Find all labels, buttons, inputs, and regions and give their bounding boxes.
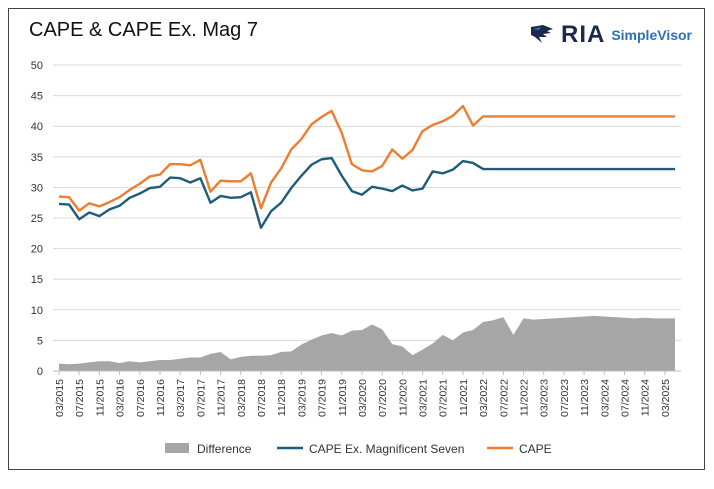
x-tick-label: 07/2023 [559, 379, 571, 417]
y-tick-label: 20 [31, 244, 43, 256]
y-tick-label: 40 [31, 121, 43, 133]
y-tick-label: 0 [37, 366, 43, 378]
x-tick-label: 03/2024 [599, 379, 611, 417]
legend-swatch-difference [165, 443, 189, 453]
y-tick-label: 5 [37, 335, 43, 347]
y-tick-label: 30 [31, 182, 43, 194]
y-tick-label: 45 [31, 91, 43, 103]
x-tick-label: 03/2019 [296, 379, 308, 417]
x-tick-label: 11/2024 [640, 379, 652, 416]
chart-svg: 0 5 10 15 20 25 30 35 40 45 50 03/2015 07/2015 11/20… [31, 60, 681, 456]
legend-label: Difference [197, 442, 252, 456]
x-tick-label: 03/2017 [175, 379, 187, 417]
x-tick-label: 07/2018 [256, 379, 268, 417]
x-tick-label: 07/2022 [498, 379, 510, 417]
x-tick-label: 07/2021 [438, 379, 450, 417]
y-tick-label: 25 [31, 213, 43, 225]
brand-subtitle: SimpleVisor [611, 27, 692, 43]
x-tick-label: 11/2015 [94, 379, 106, 416]
chart-frame: CAPE & CAPE Ex. Mag 7 RIA SimpleVisor 0 5… [8, 8, 705, 470]
x-tick-label: 11/2019 [337, 379, 349, 416]
x-tick-label: 07/2017 [195, 379, 207, 417]
legend-label: CAPE Ex. Magnificent Seven [309, 442, 464, 456]
x-tick-label: 03/2022 [478, 379, 490, 417]
x-tick-label: 07/2016 [135, 379, 147, 417]
y-tick-label: 50 [31, 60, 43, 72]
x-tick-label: 07/2020 [377, 379, 389, 417]
x-tick-label: 03/2021 [418, 379, 430, 417]
brand-name: RIA [560, 21, 606, 48]
x-tick-label: 03/2025 [660, 379, 672, 417]
x-tick-label: 07/2024 [620, 379, 632, 417]
x-tick-label: 03/2020 [357, 379, 369, 417]
brand-logo: RIA SimpleVisor [529, 21, 692, 49]
cape-ex-magnificent-seven-line [58, 156, 675, 229]
x-tick-label: 07/2015 [74, 379, 86, 417]
difference-area-fill [59, 315, 675, 371]
legend-label: CAPE [519, 442, 552, 456]
y-axis: 0 5 10 15 20 25 30 35 40 45 50 [31, 60, 43, 378]
x-tick-label: 03/2015 [54, 379, 66, 417]
y-tick-label: 10 [31, 305, 43, 317]
x-tick-label: 11/2017 [216, 379, 228, 416]
difference-area [59, 315, 675, 371]
x-axis: 03/2015 07/2015 11/2015 03/2016 07/2016 11/20… [53, 370, 681, 417]
legend: Difference CAPE Ex. Magnificent Seven CAPE [165, 442, 552, 456]
x-tick-label: 11/2021 [458, 379, 470, 416]
eagle-icon [530, 25, 553, 43]
x-tick-label: 03/2016 [115, 379, 127, 417]
chart-title: CAPE & CAPE Ex. Mag 7 [29, 19, 258, 41]
cape-line [58, 104, 675, 212]
x-tick-label: 11/2023 [579, 379, 591, 416]
x-tick-label: 11/2020 [397, 379, 409, 416]
x-tick-label: 03/2023 [539, 379, 551, 417]
y-tick-label: 35 [31, 152, 43, 164]
y-tick-label: 15 [31, 274, 43, 286]
x-tick-label: 11/2016 [155, 379, 167, 416]
x-tick-label: 11/2022 [519, 379, 531, 416]
x-tick-label: 03/2018 [236, 379, 248, 417]
x-tick-label: 11/2018 [276, 379, 288, 416]
series-lines [58, 104, 675, 229]
x-tick-label: 07/2019 [317, 379, 329, 417]
